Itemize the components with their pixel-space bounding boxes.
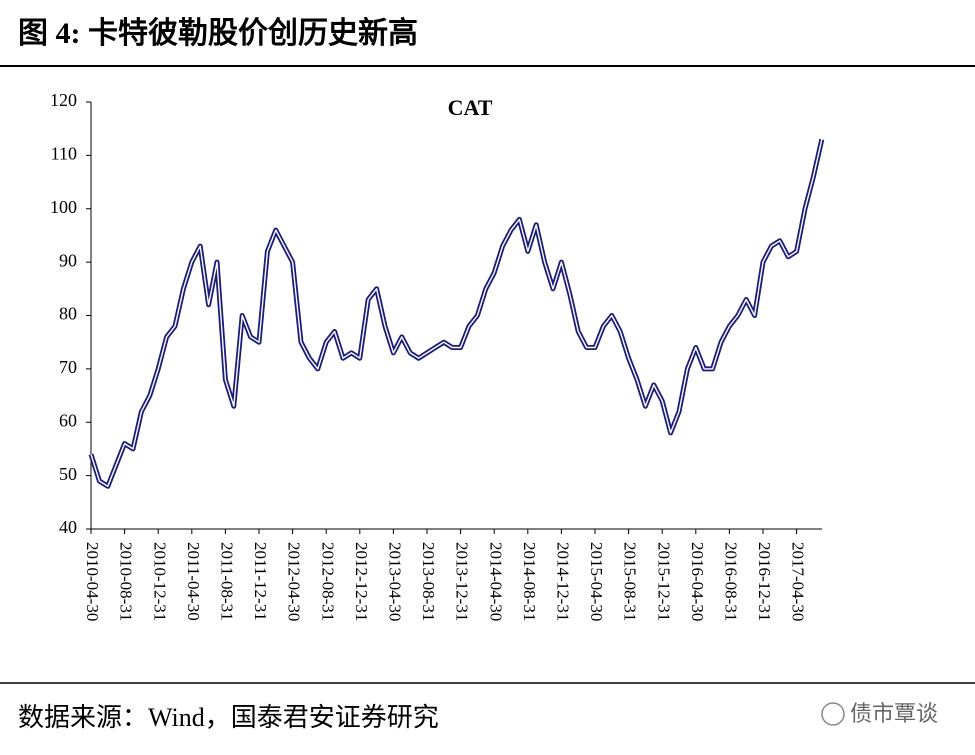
x-tick-label: 2013-04-30 [385,542,404,621]
x-tick-label: 2011-04-30 [184,542,203,621]
watermark: 债市覃谈 [850,701,938,726]
x-tick-label: 2014-08-31 [520,542,539,621]
page-title: 图 4: 卡特彼勒股价创历史新高 [18,17,418,50]
x-tick-label: 2011-08-31 [217,542,236,621]
x-tick-label: 2016-12-31 [755,542,774,621]
x-tick-label: 2013-12-31 [453,542,472,621]
x-tick-label: 2017-04-30 [789,542,808,621]
x-tick-label: 2016-04-30 [688,542,707,621]
x-tick-label: 2015-04-30 [587,542,606,621]
x-tick-label: 2014-12-31 [553,542,572,621]
x-tick-label: 2016-08-31 [721,542,740,621]
y-tick-label: 60 [59,410,77,430]
y-tick-label: 50 [59,464,77,484]
y-tick-label: 80 [59,304,77,324]
x-tick-label: 2010-12-31 [150,542,169,621]
x-tick-label: 2011-12-31 [251,542,270,621]
x-tick-label: 2012-12-31 [352,542,371,621]
y-tick-label: 40 [59,517,77,537]
y-tick-label: 90 [59,250,77,270]
x-tick-label: 2015-12-31 [654,542,673,621]
x-tick-label: 2012-08-31 [318,542,337,621]
x-tick-label: 2014-04-30 [486,542,505,621]
y-tick-label: 120 [50,90,77,110]
y-tick-label: 70 [59,357,77,377]
source-note: 数据来源：Wind，国泰君安证券研究 [18,703,439,732]
x-tick-label: 2015-08-31 [621,542,640,621]
series-line [88,138,825,489]
y-tick-label: 100 [50,197,77,217]
watermark-icon [821,702,845,726]
chart-title: CAT [448,95,493,120]
series-line-inner [90,139,823,487]
x-tick-label: 2013-08-31 [419,542,438,621]
x-tick-label: 2012-04-30 [285,542,304,621]
x-tick-label: 2010-04-30 [83,542,102,621]
x-tick-label: 2010-08-31 [117,542,136,621]
y-tick-label: 110 [51,144,77,164]
